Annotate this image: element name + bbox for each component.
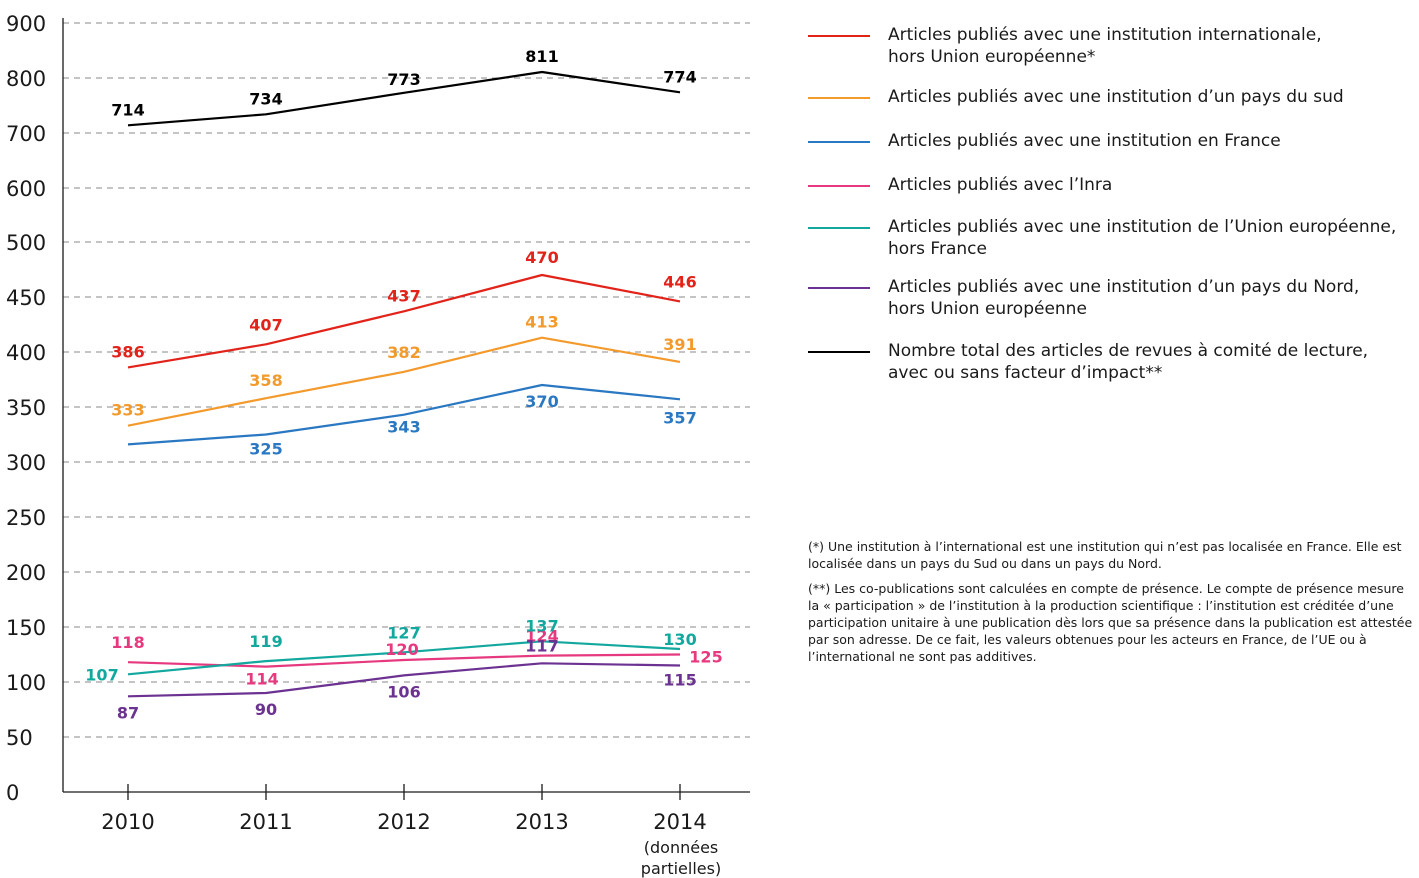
data-label: 343 — [387, 418, 420, 437]
line-chart: 0 50 100 150 200 250 300 350 400 450 500 600 700 800 9… — [0, 0, 800, 878]
legend-swatch — [808, 35, 870, 37]
legend-label: Articles publiés avec une institution d’… — [888, 86, 1344, 108]
x-tick-sublabel: partielles) — [641, 859, 721, 878]
x-tick-label: 2012 — [377, 810, 430, 834]
x-axis-ticks: 2010 2011 2012 2013 2014 (données partielles) — [101, 784, 721, 878]
legend-swatch — [808, 185, 870, 187]
legend-swatch — [808, 351, 870, 353]
data-label: 407 — [249, 315, 282, 334]
y-tick-label: 150 — [6, 616, 46, 640]
y-tick-label: 0 — [6, 781, 19, 805]
x-tick-label: 2014 — [653, 810, 706, 834]
data-label: 333 — [111, 401, 144, 420]
data-label: 117 — [525, 636, 558, 655]
y-tick-label: 400 — [6, 341, 46, 365]
data-label: 130 — [663, 630, 696, 649]
legend-item: Articles publiés avec une institution de… — [808, 216, 1408, 260]
footnote-1: (*) Une institution à l’international es… — [808, 538, 1414, 572]
data-label: 386 — [111, 342, 144, 361]
legend-item: Articles publiés avec une institution in… — [808, 24, 1408, 68]
data-labels: 386 407 437 470 446 333 358 382 413 391 325 343 370 3… — [85, 47, 722, 722]
legend-item: Articles publiés avec une institution d’… — [808, 276, 1408, 320]
data-label: 370 — [525, 392, 558, 411]
footnote-2: (**) Les co-publications sont calculées … — [808, 580, 1414, 665]
y-tick-label: 800 — [6, 67, 46, 91]
data-label: 114 — [245, 670, 278, 689]
legend-item: Articles publiés avec l’Inra — [808, 174, 1408, 196]
y-tick-label: 250 — [6, 506, 46, 530]
y-tick-label: 300 — [6, 451, 46, 475]
data-label: 325 — [249, 440, 282, 459]
legend-swatch — [808, 141, 870, 143]
data-label: 358 — [249, 371, 282, 390]
legend-label: Articles publiés avec une institution d’… — [888, 276, 1359, 320]
data-label: 413 — [525, 313, 558, 332]
data-label: 119 — [249, 632, 282, 651]
data-label: 774 — [663, 67, 696, 86]
footnotes: (*) Une institution à l’international es… — [808, 538, 1414, 673]
y-tick-label: 450 — [6, 286, 46, 310]
data-label: 106 — [387, 682, 420, 701]
legend-label: Articles publiés avec l’Inra — [888, 174, 1112, 196]
y-tick-label: 900 — [6, 12, 46, 36]
data-label: 137 — [525, 616, 558, 635]
data-label: 391 — [663, 335, 696, 354]
data-label: 357 — [663, 408, 696, 427]
x-tick-label: 2011 — [239, 810, 292, 834]
legend-swatch — [808, 97, 870, 99]
data-label: 811 — [525, 47, 558, 66]
data-label: 470 — [525, 248, 558, 267]
x-tick-sublabel: (données — [644, 838, 719, 857]
data-label: 382 — [387, 343, 420, 362]
y-axis-ticks: 0 50 100 150 200 250 300 350 400 450 500 600 700 800 9… — [6, 12, 46, 805]
y-tick-label: 50 — [6, 726, 33, 750]
data-label: 107 — [85, 665, 118, 684]
legend-label: Articles publiés avec une institution de… — [888, 216, 1396, 260]
legend-swatch — [808, 227, 870, 229]
data-label: 446 — [663, 272, 696, 291]
data-label: 118 — [111, 633, 144, 652]
legend-item: Articles publiés avec une institution en… — [808, 130, 1408, 152]
data-label: 734 — [249, 89, 282, 108]
y-tick-label: 100 — [6, 671, 46, 695]
y-tick-label: 500 — [6, 231, 46, 255]
y-tick-label: 350 — [6, 396, 46, 420]
data-label: 773 — [387, 70, 420, 89]
y-tick-label: 200 — [6, 561, 46, 585]
data-label: 437 — [387, 286, 420, 305]
series-lines — [128, 72, 680, 696]
legend-label: Nombre total des articles de revues à co… — [888, 340, 1368, 384]
data-label: 714 — [111, 100, 144, 119]
data-label: 120 — [385, 640, 418, 659]
y-tick-label: 700 — [6, 122, 46, 146]
data-label: 90 — [255, 700, 277, 719]
data-label: 87 — [117, 703, 139, 722]
legend-label: Articles publiés avec une institution en… — [888, 130, 1281, 152]
legend-item: Nombre total des articles de revues à co… — [808, 340, 1408, 384]
x-tick-label: 2010 — [101, 810, 154, 834]
y-tick-label: 600 — [6, 177, 46, 201]
legend-item: Articles publiés avec une institution d’… — [808, 86, 1408, 108]
legend-label: Articles publiés avec une institution in… — [888, 24, 1322, 68]
legend-swatch — [808, 287, 870, 289]
data-label: 115 — [663, 671, 696, 690]
x-tick-label: 2013 — [515, 810, 568, 834]
legend: Articles publiés avec une institution in… — [808, 24, 1408, 384]
data-label: 127 — [387, 623, 420, 642]
data-label: 125 — [689, 648, 722, 667]
